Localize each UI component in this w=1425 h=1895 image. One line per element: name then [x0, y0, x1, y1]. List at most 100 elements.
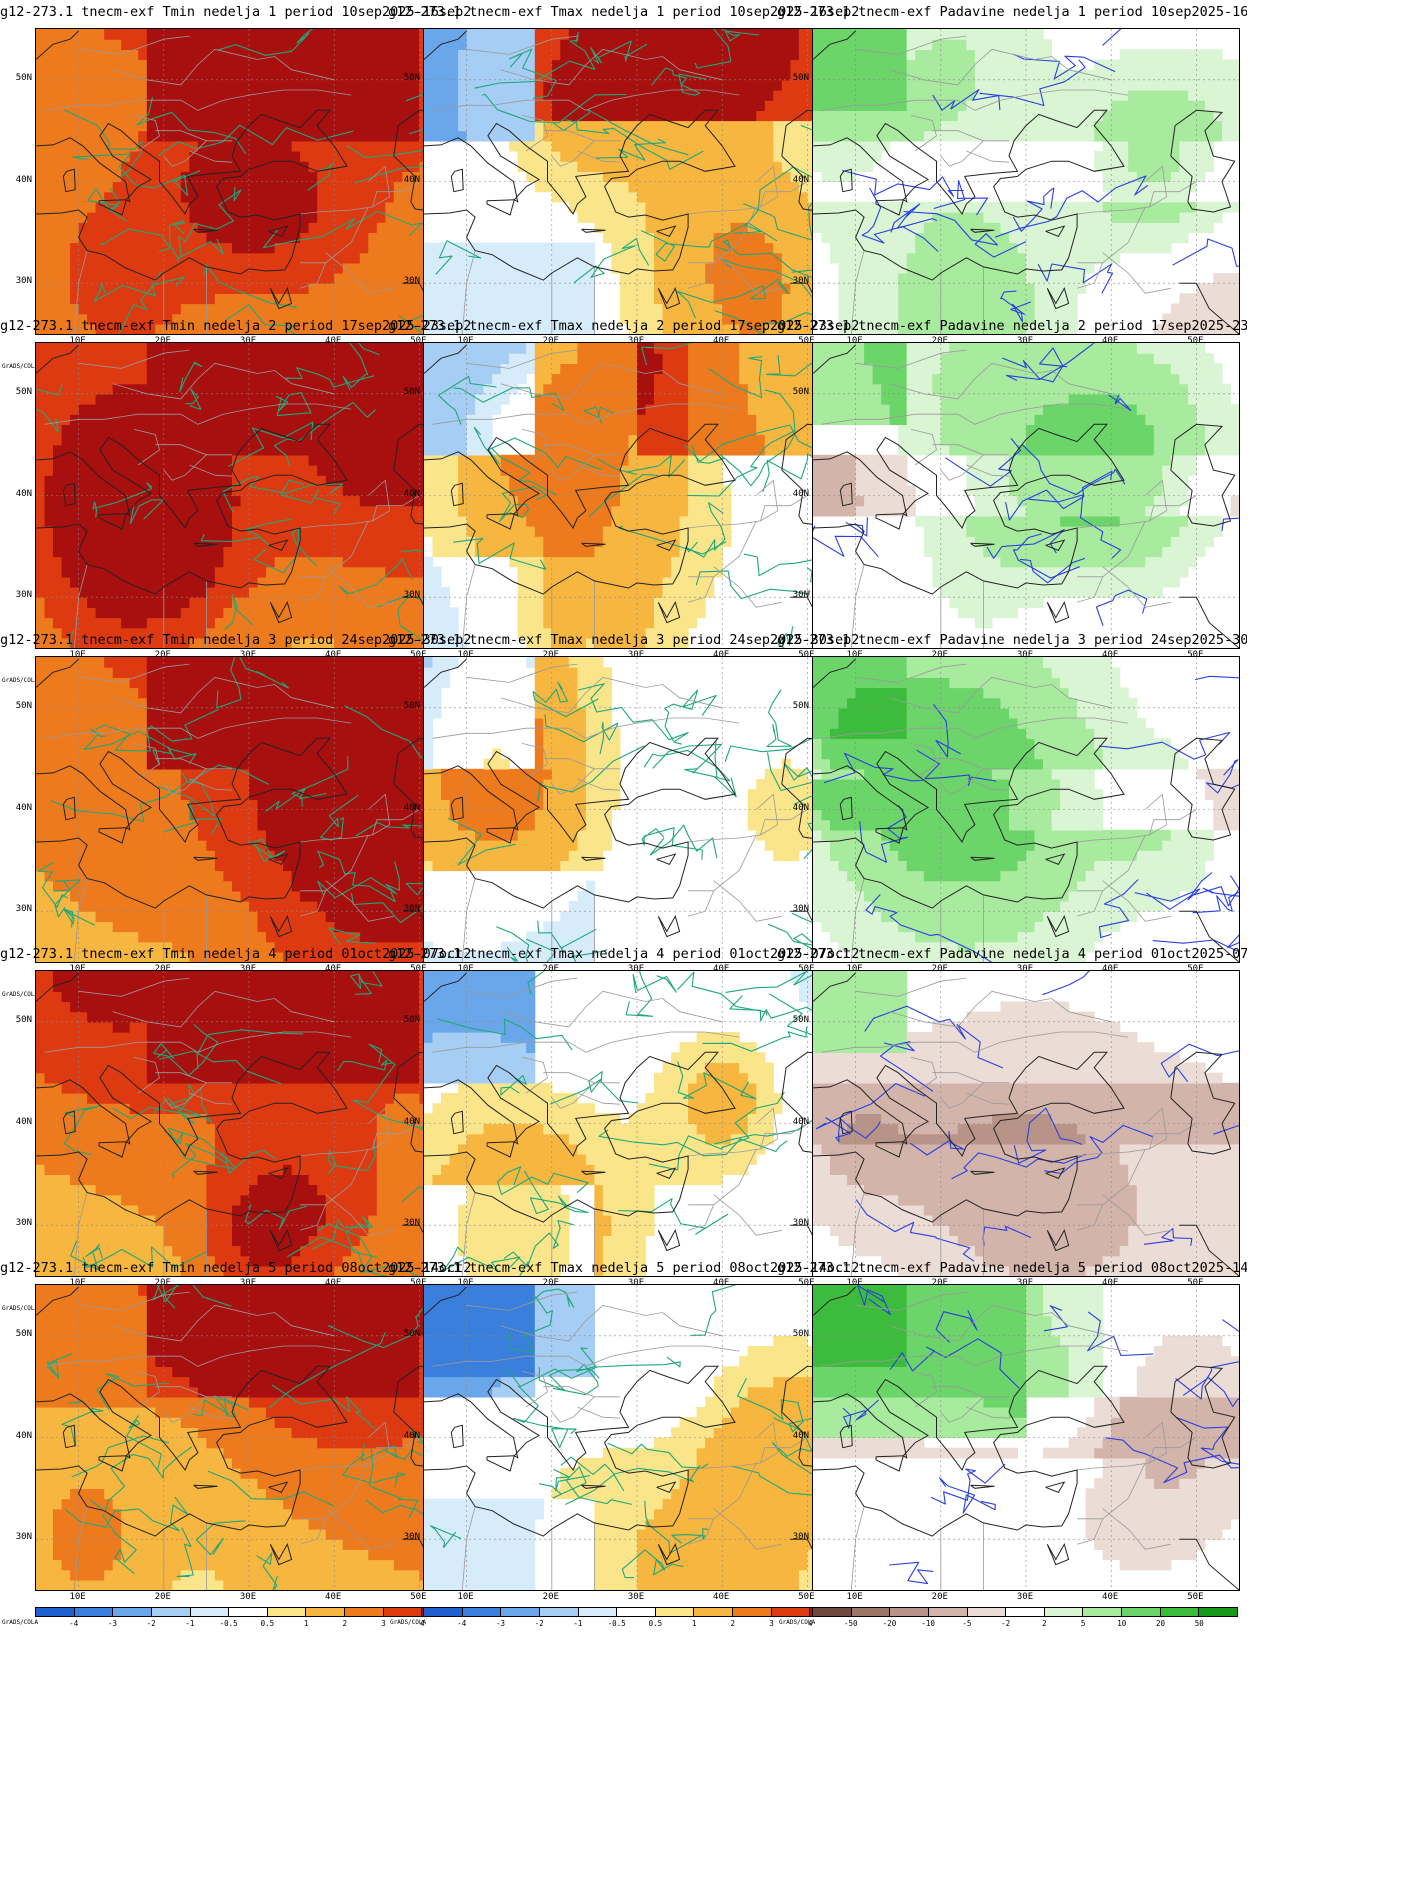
anomaly-cell	[966, 59, 976, 71]
anomaly-cell	[1196, 140, 1206, 152]
anomaly-cell	[266, 191, 276, 203]
anomaly-cell	[1026, 303, 1036, 315]
anomaly-cell	[1213, 130, 1223, 142]
anomaly-cell	[368, 273, 378, 284]
anomaly-cell	[1068, 313, 1078, 325]
anomaly-cell	[662, 293, 672, 305]
anomaly-cell	[1094, 110, 1104, 122]
anomaly-cell	[146, 293, 156, 305]
anomaly-cell	[189, 505, 199, 517]
anomaly-cell	[240, 505, 250, 517]
anomaly-cell	[146, 59, 156, 71]
anomaly-cell	[104, 465, 114, 476]
anomaly-cell	[104, 546, 114, 558]
anomaly-cell	[232, 566, 242, 578]
anomaly-cell	[351, 232, 361, 244]
anomaly-cell	[1170, 191, 1180, 203]
anomaly-cell	[36, 404, 46, 415]
anomaly-cell	[781, 161, 791, 172]
anomaly-cell	[983, 232, 993, 244]
anomaly-cell	[1111, 69, 1121, 81]
anomaly-cell	[1051, 59, 1061, 71]
anomaly-cell	[932, 212, 942, 223]
anomaly-cell	[189, 404, 199, 415]
anomaly-cell	[334, 151, 344, 162]
anomaly-cell	[560, 110, 570, 122]
anomaly-cell	[104, 232, 114, 244]
anomaly-cell	[957, 323, 967, 334]
anomaly-cell	[568, 120, 578, 132]
anomaly-cell	[983, 29, 993, 40]
anomaly-cell	[1136, 212, 1146, 223]
anomaly-cell	[104, 283, 114, 294]
anomaly-cell	[637, 90, 647, 101]
anomaly-cell	[551, 293, 561, 305]
anomaly-cell	[1179, 140, 1189, 152]
anomaly-cell	[61, 79, 71, 91]
coastline	[657, 287, 681, 310]
anomaly-cell	[568, 293, 578, 305]
anomaly-cell	[155, 637, 165, 648]
anomaly-cell	[1204, 323, 1214, 334]
anomaly-cell	[730, 252, 740, 264]
anomaly-cell	[441, 273, 451, 284]
anomaly-cell	[240, 262, 250, 274]
anomaly-cell	[526, 293, 536, 305]
anomaly-cell	[249, 434, 259, 446]
anomaly-cell	[95, 232, 105, 244]
anomaly-cell	[654, 303, 664, 315]
anomaly-cell	[1102, 212, 1112, 223]
anomaly-cell	[121, 313, 131, 325]
anomaly-cell	[189, 90, 199, 101]
anomaly-cell	[594, 29, 604, 40]
anomaly-cell	[223, 597, 233, 608]
anomaly-cell	[393, 212, 403, 223]
anomaly-cell	[1051, 293, 1061, 305]
anomaly-cell	[121, 293, 131, 305]
anomaly-cell	[764, 171, 774, 183]
anomaly-cell	[197, 424, 207, 436]
anomaly-cell	[949, 79, 959, 91]
anomaly-cell	[568, 181, 578, 193]
anomaly-cell	[410, 79, 420, 91]
anomaly-cell	[257, 393, 267, 405]
anomaly-cell	[197, 607, 207, 619]
anomaly-cell	[249, 293, 259, 305]
anomaly-cell	[560, 79, 570, 91]
anomaly-cell	[368, 140, 378, 152]
anomaly-cell	[551, 79, 561, 91]
anomaly-cell	[509, 120, 519, 132]
anomaly-cell	[214, 404, 224, 415]
anomaly-cell	[585, 313, 595, 325]
anomaly-cell	[1187, 303, 1197, 315]
anomaly-cell	[915, 222, 925, 233]
anomaly-cell	[308, 252, 318, 264]
anomaly-cell	[291, 323, 301, 334]
anomaly-cell	[662, 313, 672, 325]
anomaly-cell	[163, 444, 173, 456]
anomaly-cell	[44, 576, 54, 588]
anomaly-cell	[129, 465, 139, 476]
anomaly-cell	[112, 495, 122, 507]
anomaly-cell	[688, 69, 698, 81]
anomaly-cell	[240, 120, 250, 132]
anomaly-cell	[163, 59, 173, 71]
anomaly-cell	[402, 90, 412, 101]
anomaly-cell	[773, 181, 783, 193]
anomaly-cell	[257, 69, 267, 81]
anomaly-cell	[500, 313, 510, 325]
anomaly-cell	[889, 212, 899, 223]
anomaly-cell	[129, 393, 139, 405]
anomaly-cell	[551, 100, 561, 111]
anomaly-cell	[53, 566, 63, 578]
anomaly-cell	[1119, 222, 1129, 233]
anomaly-cell	[240, 110, 250, 122]
anomaly-cell	[121, 444, 131, 456]
anomaly-cell	[61, 262, 71, 274]
anomaly-cell	[1196, 313, 1206, 325]
anomaly-cell	[1153, 323, 1163, 334]
anomaly-cell	[1136, 120, 1146, 132]
anomaly-cell	[70, 383, 80, 395]
anomaly-cell	[155, 576, 165, 588]
anomaly-cell	[830, 120, 840, 132]
